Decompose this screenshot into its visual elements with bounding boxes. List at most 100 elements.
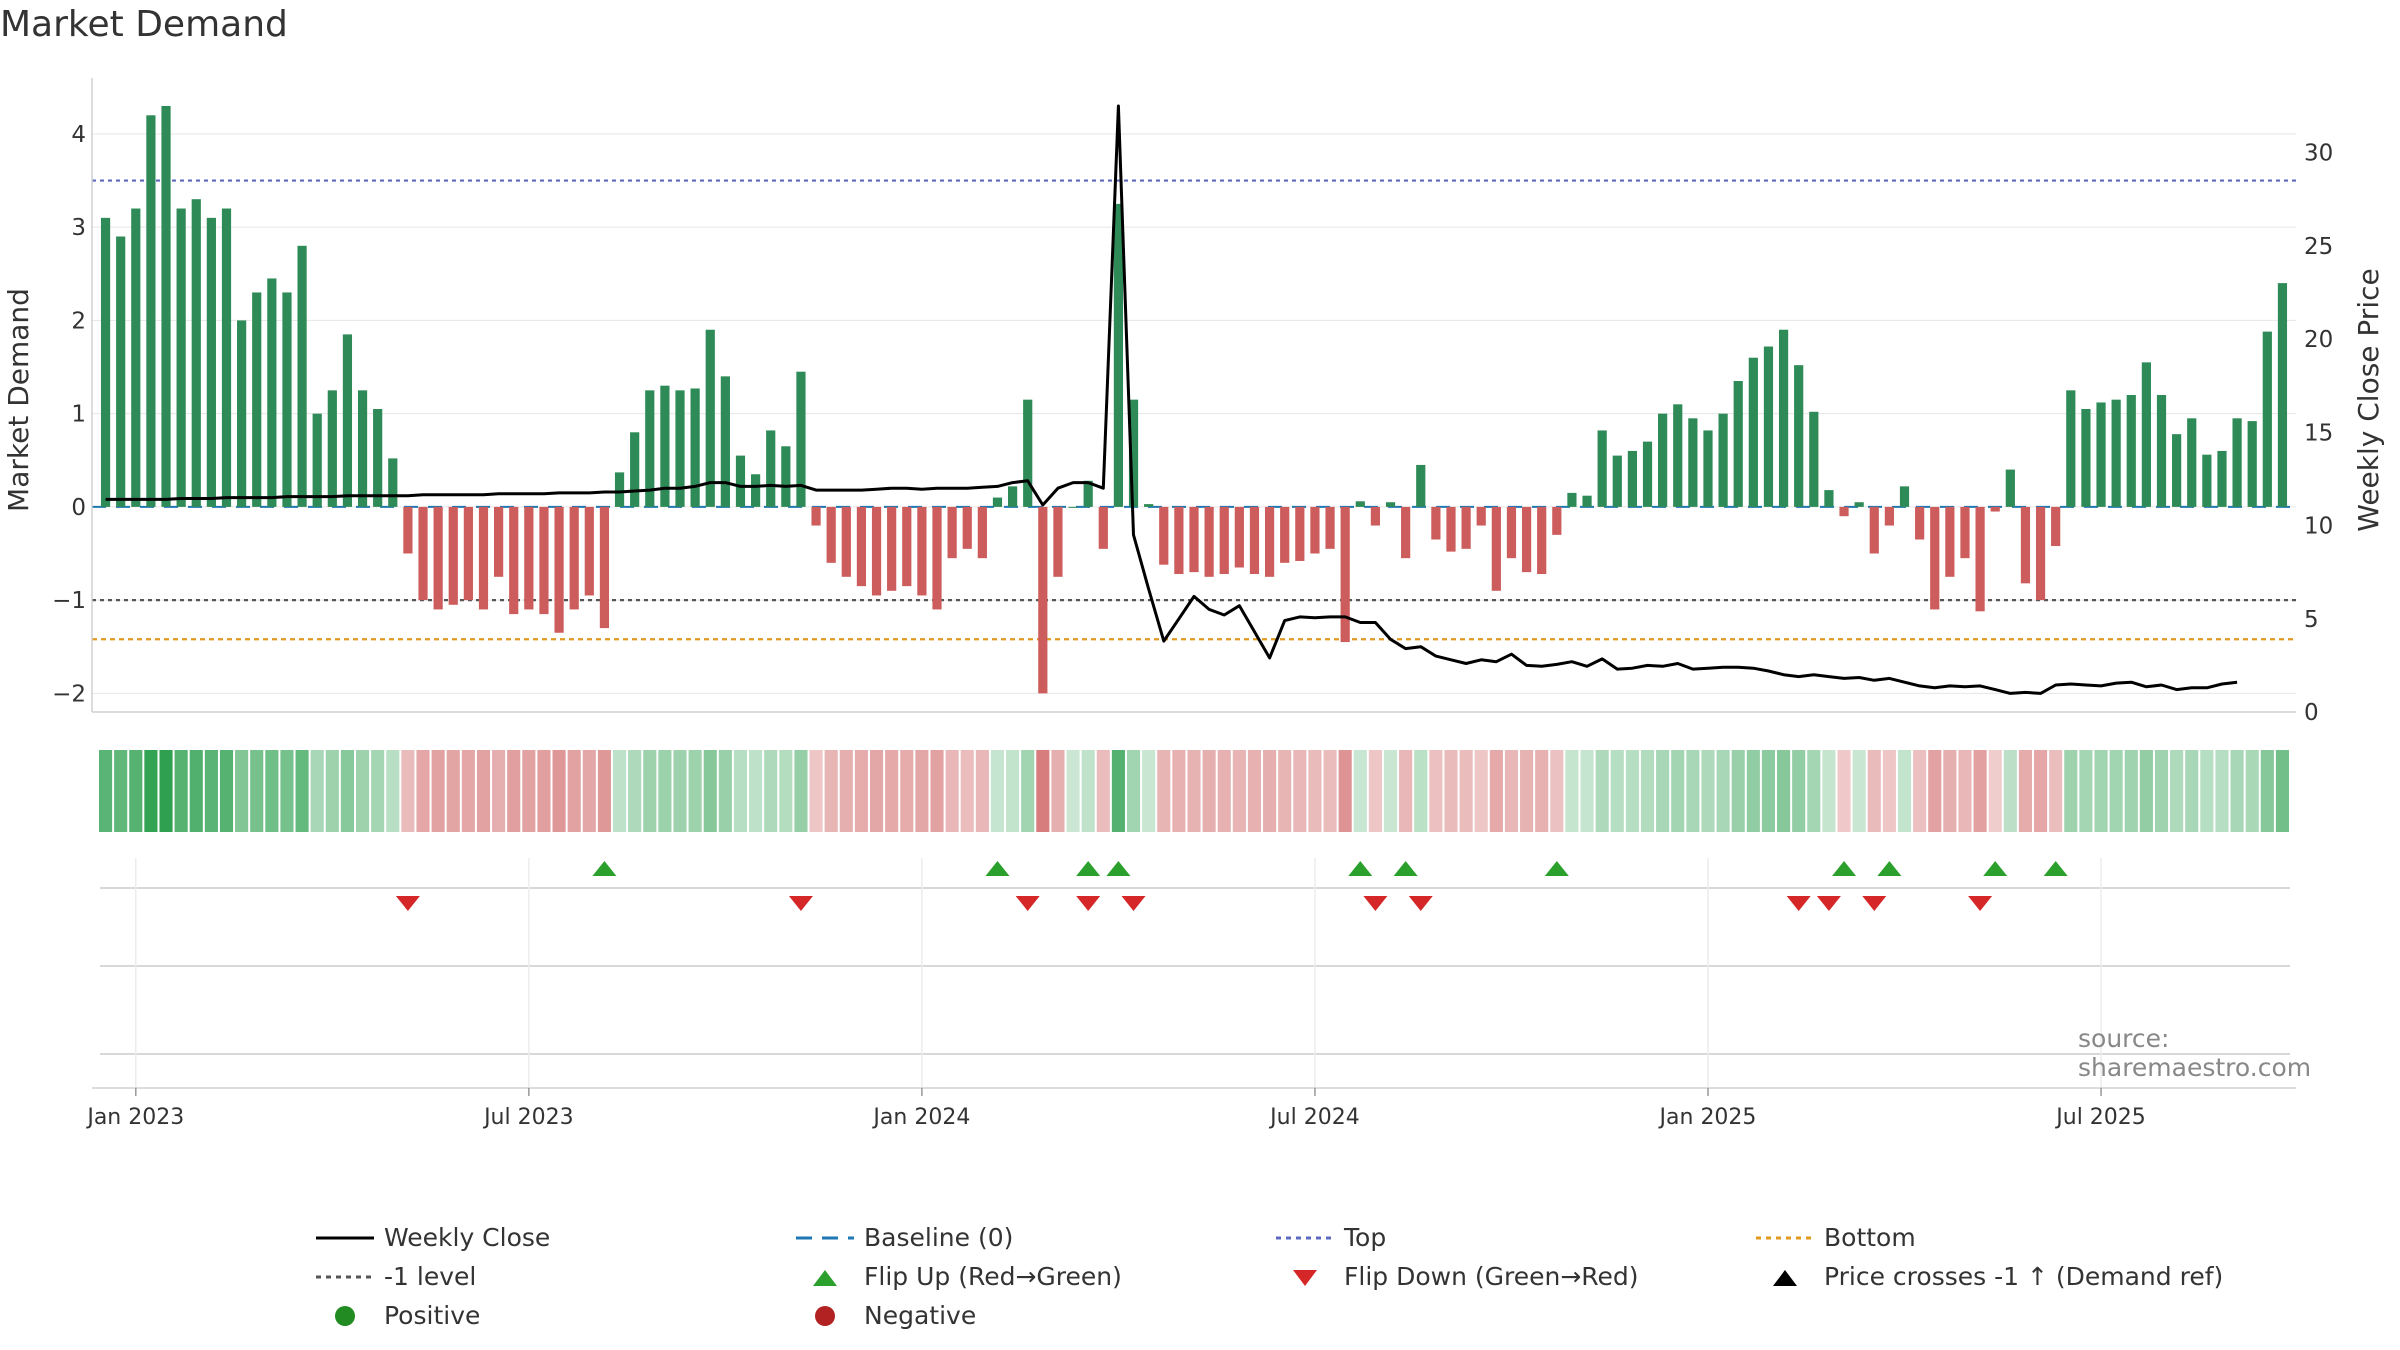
demand-bar [191,199,201,507]
demand-bar [962,506,972,549]
flip-down-marker [1076,896,1101,911]
demand-bar [1839,506,1849,517]
demand-bar [1597,430,1607,507]
demand-bar [221,208,232,507]
heat-cell [1640,750,1655,832]
x-tick-label: Jul 2023 [482,1105,574,1130]
heat-cell [2124,750,2138,832]
demand-bar [751,474,761,507]
demand-bar [630,432,640,507]
demand-bar [1642,441,1653,507]
demand-bar [1007,486,1018,507]
heat-cell [2139,750,2153,832]
demand-bar [100,217,111,507]
heat-cell [1368,750,1382,832]
demand-bar [1385,502,1396,507]
y-tick-label: −1 [52,588,86,614]
flip-up-marker [1106,861,1131,876]
heat-cell [1489,750,1503,832]
heat-cell [552,750,566,832]
heat-cell [1293,750,1307,832]
demand-bar [1295,506,1305,561]
flip-down-marker [1408,896,1433,911]
heat-cell [673,750,687,832]
demand-bar [448,506,458,605]
demand-bar [887,506,897,591]
heat-cell [779,750,793,832]
demand-bar [1340,506,1350,643]
flip-down-marker [1862,896,1887,911]
heat-cell [1610,750,1624,832]
demand-bar [1824,490,1834,507]
heat-cell [1111,750,1125,832]
demand-bar [1567,492,1577,507]
y-tick-label: 1 [71,402,86,428]
demand-bar [1521,506,1532,573]
heat-cell [1217,750,1231,832]
y2-tick-label: 0 [2304,700,2319,726]
heat-cell [1761,750,1776,832]
heat-cell [1897,750,1912,832]
demand-bar [1204,506,1214,577]
weekly-close-line [105,104,2238,695]
demand-bar [1552,506,1562,535]
demand-bar [599,506,610,629]
y2-tick-label: 30 [2304,141,2333,167]
flip-down-marker [1015,896,1040,911]
demand-bar [1960,506,1970,559]
demand-bar [2005,469,2015,507]
heat-cell [1777,750,1791,832]
heat-cell [930,750,944,832]
heat-cell [612,750,627,832]
heat-cell [2200,750,2214,832]
heat-cell [2230,750,2244,832]
demand-bar [1930,506,1940,610]
demand-bar [237,320,247,507]
heat-cell [1973,750,1987,832]
heat-cell [1399,750,1413,832]
demand-bar [418,506,428,601]
demand-bar [2202,454,2212,507]
source-note: source: sharemaestro.com [2078,1024,2312,1082]
demand-bar [463,506,473,601]
demand-bar [735,455,746,507]
flip-markers-layer: Jan 2023 Jul 2023 Jan 2024 Jul 2024 Jan 2025… [85,858,2296,1130]
heat-cell [1232,750,1246,832]
demand-bar [1763,346,1774,507]
y-axis-label: Market Demand [2,288,35,512]
heat-cell [1338,750,1352,832]
heat-cell [1429,750,1443,832]
demand-bars-layer [100,105,2288,694]
heat-cell [371,750,385,832]
demand-bar [1416,464,1426,507]
demand-bar [1854,502,1864,507]
heat-cell [1278,750,1292,832]
demand-bar [327,390,337,507]
heat-cell [1006,750,1020,832]
heat-cell [794,750,808,832]
demand-bar [1915,506,1925,540]
x-tick-label: Jan 2024 [871,1105,970,1130]
heat-cell [537,750,551,832]
demand-bar [1098,506,1108,549]
demand-bar [1325,506,1335,549]
heat-cell [355,750,370,832]
heat-cell [1792,750,1806,832]
demand-bar [1476,506,1486,526]
heat-cell [658,750,672,832]
heat-cell [2245,750,2259,832]
heat-cell [597,750,611,832]
heat-cell [1459,750,1473,832]
demand-bar [705,329,715,507]
heat-cell [2064,750,2078,832]
heat-cell [1383,750,1398,832]
heat-cell [1504,750,1519,832]
demand-bar [614,472,625,507]
demand-bar [1310,506,1320,554]
heat-cell [1867,750,1881,832]
heat-cell [310,750,324,832]
heat-cell [1142,750,1156,832]
heat-cell [2079,750,2093,832]
heat-cell [915,750,929,832]
demand-bar [1083,480,1093,507]
